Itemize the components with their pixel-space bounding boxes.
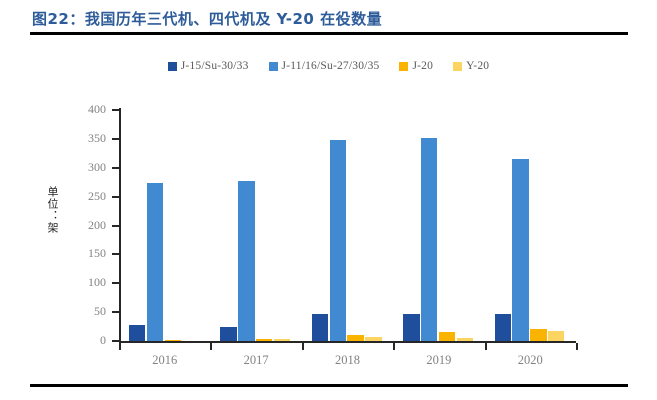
- x-axis-spine: [119, 341, 576, 343]
- y-axis-tick-mark: [112, 137, 119, 140]
- bar[interactable]: [512, 158, 529, 341]
- y-axis-spine: [119, 108, 121, 343]
- chart-legend: J-15/Su-30/33 J-11/16/Su-27/30/35 J-20 Y-20: [0, 60, 657, 72]
- x-axis-tick-mark: [119, 343, 121, 350]
- x-axis-tick-label: 2020: [517, 353, 543, 367]
- bar[interactable]: [129, 325, 146, 341]
- y-axis-tick-label: 200: [88, 217, 106, 232]
- legend-label: J-20: [412, 60, 434, 72]
- y-axis-tick-mark: [112, 340, 119, 342]
- bar[interactable]: [548, 331, 565, 341]
- y-axis-tick-mark: [112, 166, 119, 169]
- title-divider-top: [30, 32, 628, 35]
- x-axis-tick-mark: [301, 343, 304, 350]
- y-axis-title: 单位：架: [46, 186, 59, 234]
- y-axis-tick-label: 350: [88, 130, 106, 145]
- y-axis-tick-mark: [112, 311, 119, 314]
- x-axis-tick-mark: [210, 343, 213, 350]
- legend-label: J-15/Su-30/33: [180, 60, 249, 72]
- bar[interactable]: [256, 339, 273, 341]
- bar-group: [403, 110, 474, 341]
- legend-label: Y-20: [466, 60, 490, 72]
- legend-label: J-11/16/Su-27/30/35: [281, 60, 380, 72]
- bar[interactable]: [347, 334, 364, 341]
- x-axis-tick-mark: [484, 343, 487, 350]
- bar-group: [494, 110, 566, 341]
- x-axis-tick-label: 2018: [335, 353, 360, 367]
- legend-item[interactable]: Y-20: [453, 60, 489, 72]
- bar[interactable]: [146, 183, 164, 341]
- legend-item[interactable]: J-11/16/Su-27/30/35: [268, 60, 380, 72]
- bar[interactable]: [456, 337, 474, 341]
- y-axis-tick-label: 50: [94, 304, 106, 319]
- bar[interactable]: [311, 314, 329, 341]
- y-axis-tick-mark: [112, 224, 119, 227]
- legend-swatch-icon: [167, 61, 177, 71]
- bar[interactable]: [273, 339, 291, 341]
- page-title: 图22：我国历年三代机、四代机及 Y-20 在役数量: [32, 10, 383, 28]
- legend-swatch-icon: [268, 61, 278, 71]
- legend-swatch-icon: [453, 61, 463, 71]
- bar[interactable]: [365, 336, 382, 341]
- legend-item[interactable]: J-15/Su-30/33: [167, 60, 249, 72]
- y-axis-tick-mark: [112, 253, 119, 256]
- bar[interactable]: [164, 339, 181, 341]
- y-axis-tick-label: 0: [100, 333, 106, 347]
- bar[interactable]: [220, 326, 237, 341]
- bar[interactable]: [329, 140, 346, 341]
- y-axis-tick-label: 250: [88, 188, 106, 203]
- legend-item[interactable]: J-20: [399, 60, 433, 72]
- y-axis-tick-label: 100: [88, 275, 106, 290]
- x-axis-tick-mark: [393, 343, 396, 350]
- bar[interactable]: [403, 314, 420, 341]
- plot-area: [119, 110, 574, 341]
- bar-group: [220, 110, 291, 341]
- x-axis-tick-label: 2017: [243, 353, 269, 367]
- y-axis-tick-label: 300: [88, 159, 106, 174]
- figure-divider-bottom: [30, 384, 628, 387]
- x-axis-tick-label: 2019: [426, 353, 452, 367]
- x-axis-tick-label: 2016: [152, 353, 178, 367]
- bar[interactable]: [438, 331, 456, 341]
- bar[interactable]: [421, 137, 438, 341]
- bar-group: [311, 110, 383, 341]
- bar-group: [129, 110, 200, 341]
- legend-swatch-icon: [399, 61, 409, 71]
- y-axis-tick-label: 150: [88, 246, 106, 261]
- x-axis-tick-mark: [576, 343, 578, 350]
- y-axis-tick-mark: [112, 109, 119, 111]
- bar[interactable]: [238, 181, 255, 341]
- y-axis-tick-label: 400: [88, 102, 106, 116]
- bar[interactable]: [494, 314, 511, 341]
- bar[interactable]: [530, 329, 547, 341]
- y-axis-tick-mark: [112, 282, 119, 285]
- y-axis-tick-mark: [112, 195, 119, 198]
